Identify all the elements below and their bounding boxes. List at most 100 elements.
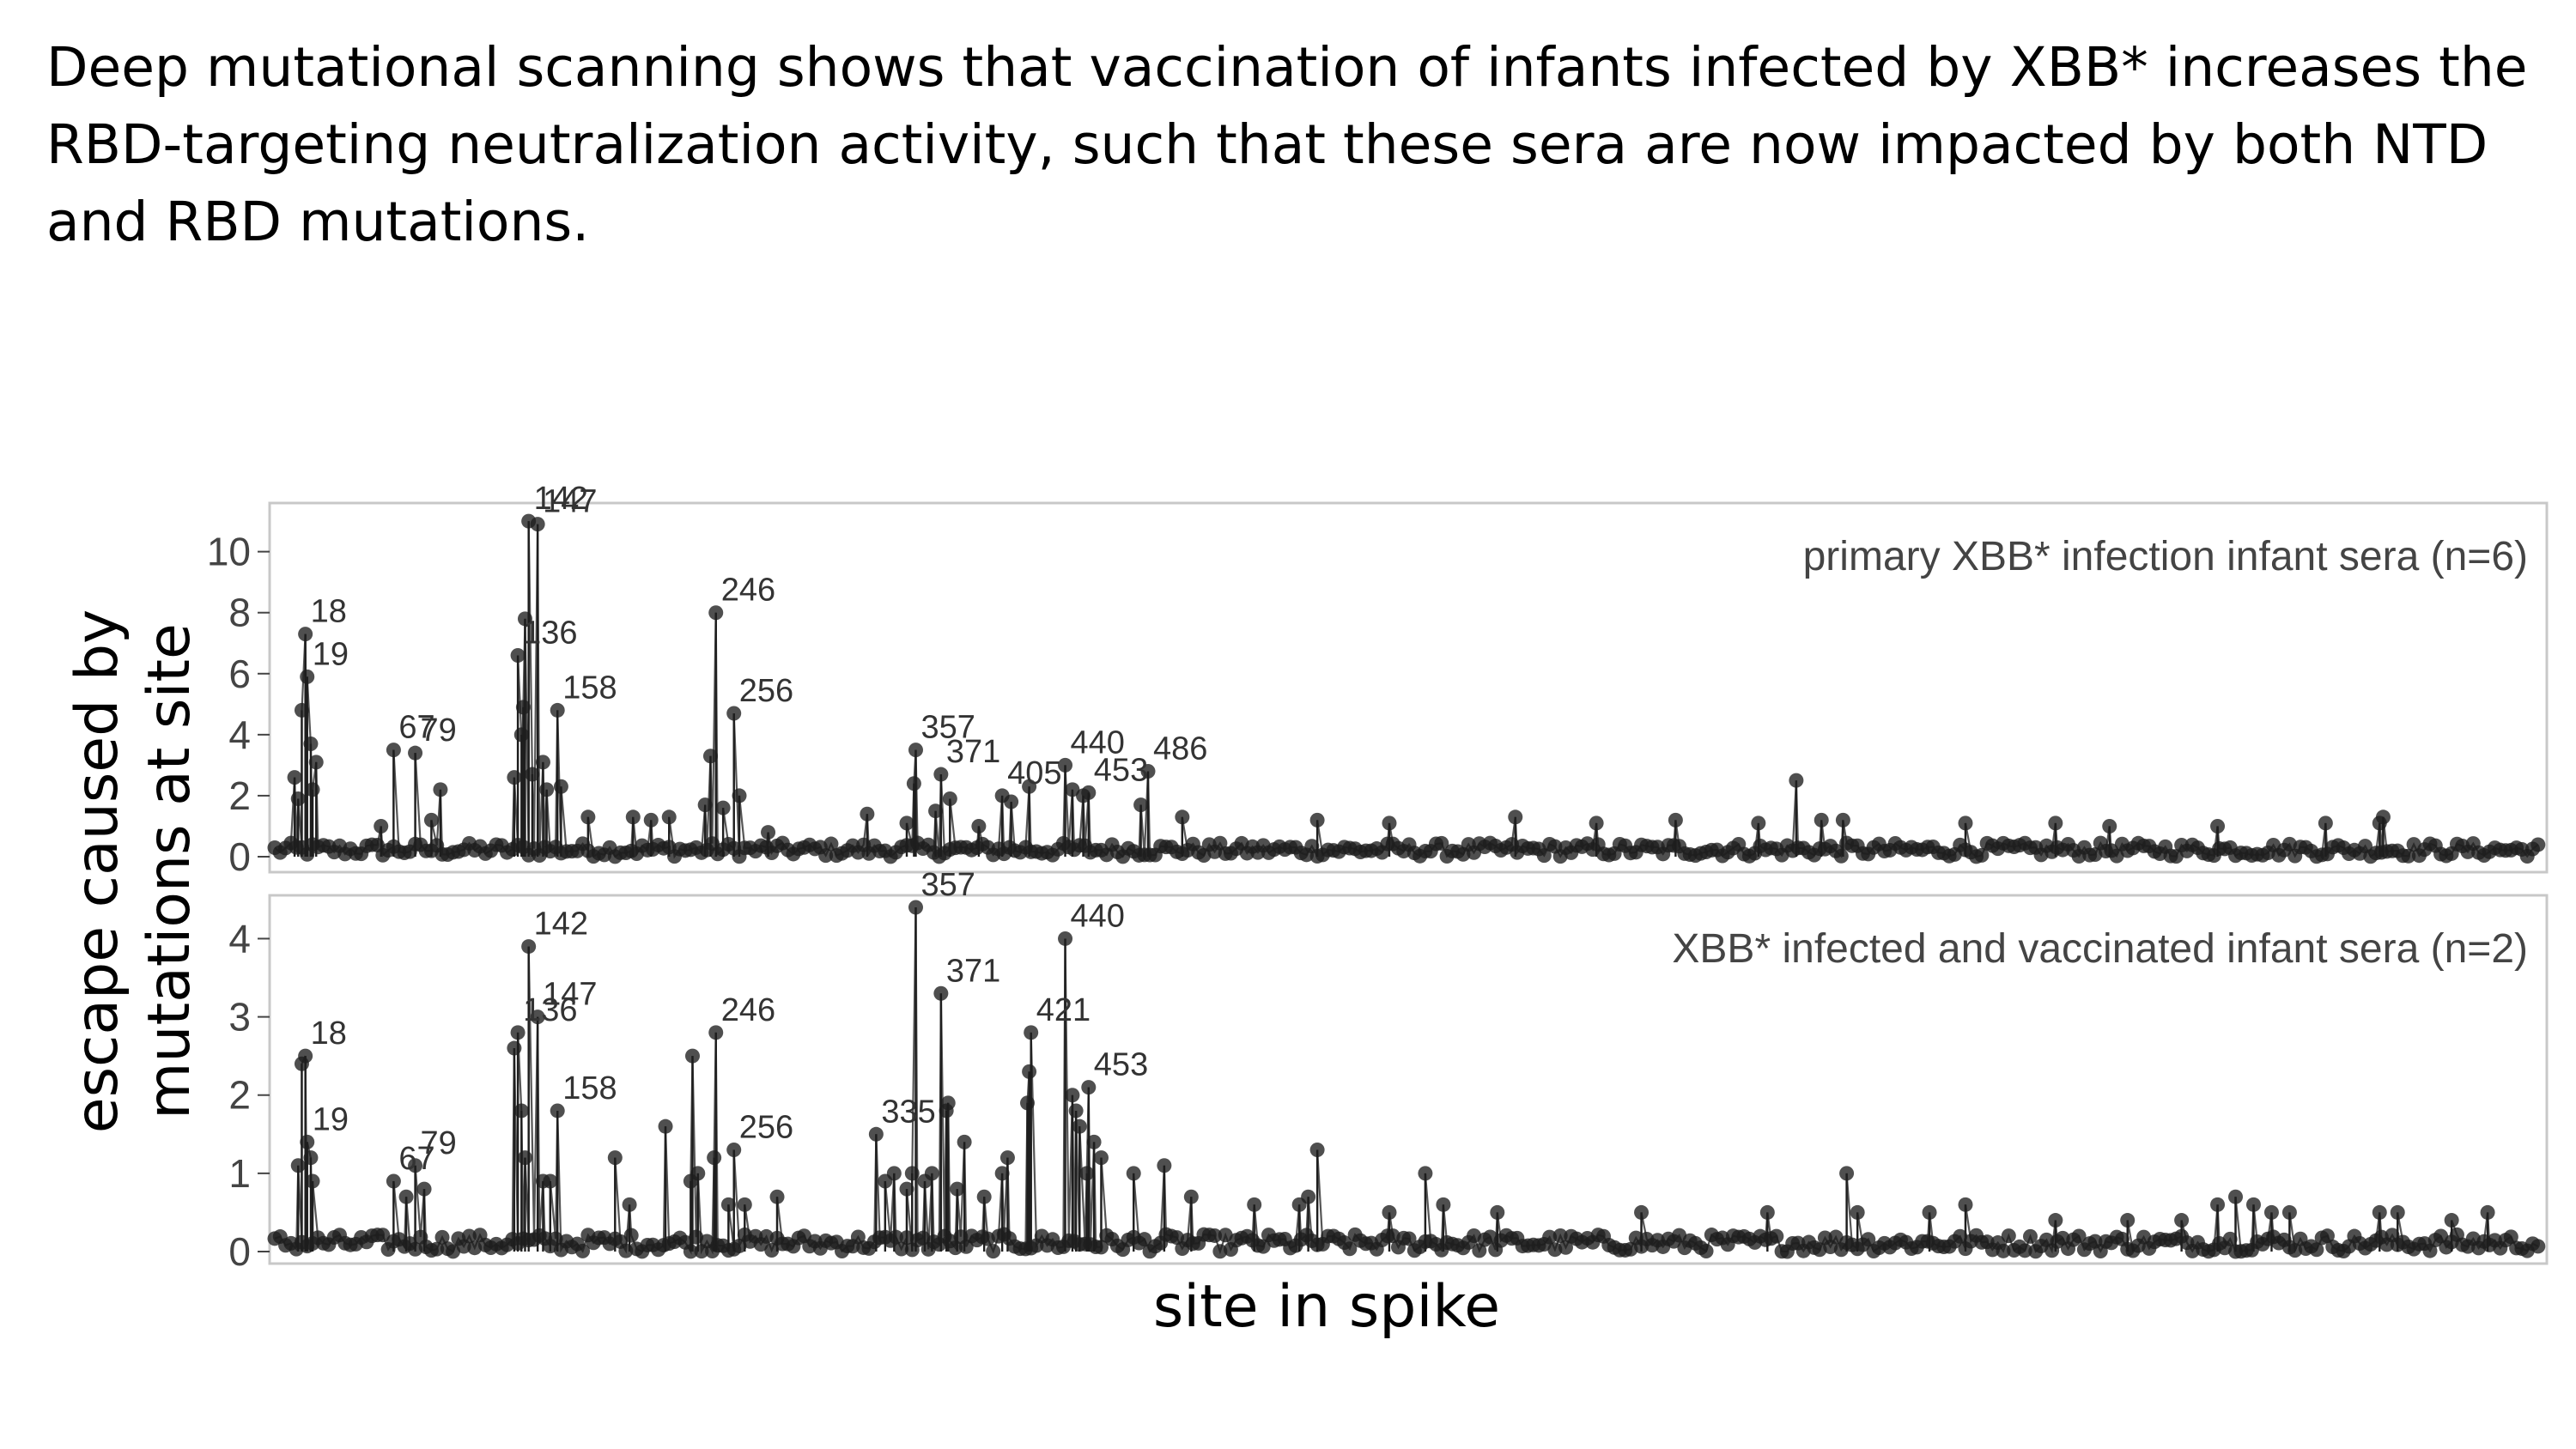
- site-point: [2390, 1204, 2405, 1220]
- site-point: [1022, 1064, 1037, 1079]
- site-point: [1126, 1166, 1141, 1181]
- site-point: [1020, 1095, 1036, 1111]
- site-point: [868, 1126, 884, 1142]
- site-point: [1958, 815, 1973, 831]
- site-point: [507, 770, 522, 785]
- panel-frame: [268, 894, 2549, 1265]
- site-point: [707, 1150, 722, 1166]
- site-point: [2022, 1228, 2038, 1244]
- site-point: [697, 797, 713, 813]
- site-point: [305, 1173, 320, 1189]
- site-point: [2071, 1228, 2087, 1244]
- site-point: [2319, 1228, 2335, 1244]
- site-point: [2372, 1204, 2387, 1220]
- peak-label-142: 142: [534, 481, 588, 517]
- site-point: [1789, 773, 1804, 788]
- panel-title: XBB* infected and vaccinated infant sera…: [1672, 926, 2528, 972]
- site-point: [906, 776, 921, 791]
- site-point: [1850, 1204, 1865, 1220]
- site-point: [999, 1150, 1015, 1166]
- site-point: [986, 1244, 1001, 1259]
- site-point: [661, 809, 677, 825]
- site-point: [408, 1158, 423, 1173]
- site-point: [515, 700, 531, 715]
- site-point: [2530, 837, 2546, 852]
- site-point: [2401, 848, 2416, 864]
- site-point: [1382, 815, 1397, 831]
- site-point: [618, 1243, 634, 1258]
- site-point: [1839, 1166, 1855, 1181]
- site-point: [1175, 809, 1190, 825]
- site-point: [510, 647, 526, 663]
- site-point: [715, 800, 731, 815]
- site-point: [684, 1048, 700, 1064]
- site-point: [720, 1197, 736, 1212]
- site-point: [1418, 1166, 1433, 1181]
- site-point: [899, 815, 914, 831]
- peak-label-79: 79: [421, 712, 457, 749]
- site-point: [1255, 1239, 1271, 1254]
- site-point: [550, 1103, 565, 1119]
- peak-label-18: 18: [311, 1016, 347, 1052]
- site-point: [1086, 1134, 1102, 1149]
- peak-label-136: 136: [523, 615, 577, 651]
- y-tick-label: 8: [228, 591, 251, 635]
- peak-label-486: 486: [1153, 731, 1207, 767]
- site-point: [507, 1040, 522, 1056]
- site-point: [1309, 812, 1325, 828]
- y-tick-label: 6: [228, 652, 251, 696]
- site-point: [2530, 1239, 2546, 1254]
- site-point: [823, 836, 839, 852]
- site-point: [298, 627, 313, 642]
- site-point: [622, 1197, 637, 1212]
- site-point: [416, 1181, 432, 1197]
- site-point: [2287, 1243, 2303, 1258]
- peak-label-256: 256: [739, 1110, 793, 1146]
- site-point: [2048, 815, 2063, 831]
- site-point: [1081, 1080, 1097, 1095]
- site-point: [1769, 1228, 1784, 1244]
- site-point: [2406, 837, 2421, 852]
- y-axis-label-line-1: escape caused by: [64, 609, 131, 1134]
- site-point: [550, 702, 565, 718]
- peak-label-371: 371: [946, 734, 1000, 770]
- site-point: [2281, 1204, 2297, 1220]
- site-point: [429, 1241, 445, 1257]
- site-point: [726, 1143, 742, 1158]
- site-point: [1833, 848, 1849, 864]
- site-point: [1996, 1243, 2011, 1258]
- peak-label-335: 335: [881, 1094, 935, 1130]
- site-point: [1922, 1204, 1937, 1220]
- site-point: [1861, 1232, 1876, 1247]
- site-point: [818, 848, 834, 864]
- peak-label-357: 357: [920, 867, 975, 903]
- peak-label-453: 453: [1094, 752, 1148, 788]
- site-point: [928, 803, 944, 819]
- site-point: [2017, 1243, 2032, 1258]
- peak-label-453: 453: [1094, 1047, 1148, 1083]
- site-point: [2503, 1229, 2518, 1245]
- site-point: [287, 770, 302, 785]
- site-point: [517, 611, 532, 627]
- y-tick-label: 2: [228, 1073, 251, 1118]
- site-point: [894, 1241, 909, 1257]
- site-point: [994, 1166, 1010, 1181]
- site-point: [971, 818, 987, 834]
- site-point: [702, 749, 718, 764]
- y-tick-label: 1: [228, 1151, 251, 1196]
- site-point: [530, 1009, 545, 1025]
- site-point: [2102, 818, 2117, 834]
- site-point: [1058, 757, 1073, 773]
- site-point: [580, 809, 596, 825]
- site-point: [1183, 1189, 1199, 1204]
- y-tick-label: 0: [228, 834, 251, 879]
- site-point: [1212, 1244, 1228, 1259]
- site-point: [2263, 1204, 2279, 1220]
- site-point: [1382, 1204, 1397, 1220]
- site-point: [1672, 1228, 1687, 1243]
- site-point: [769, 1189, 785, 1204]
- y-tick-label: 4: [228, 916, 251, 961]
- peak-label-142: 142: [534, 906, 588, 943]
